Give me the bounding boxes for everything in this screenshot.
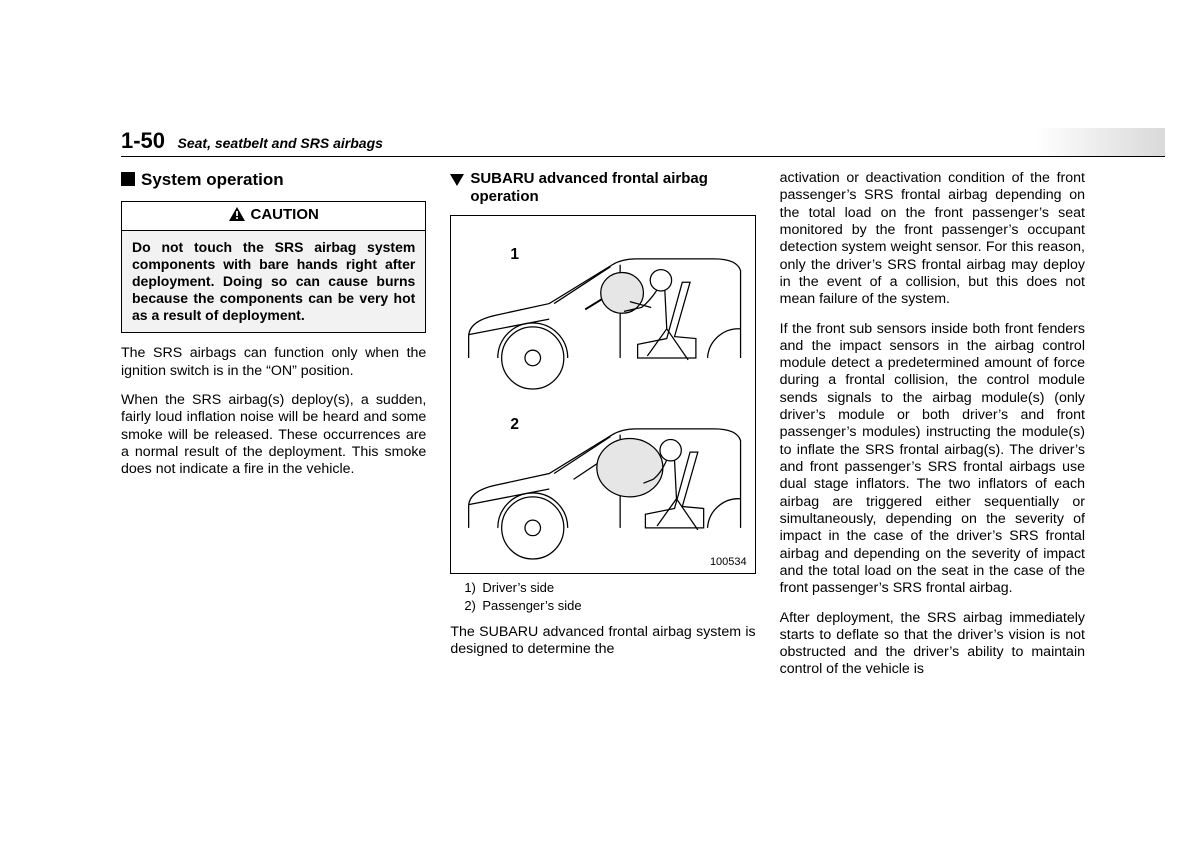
content-columns: System operation CAUTION Do not touch th… [121,170,1085,691]
square-bullet-icon [121,172,135,186]
page-header: 1-50 Seat, seatbelt and SRS airbags [121,128,1200,152]
paragraph: The SRS airbags can function only when t… [121,345,426,380]
system-operation-heading: System operation [121,170,426,191]
legend-text: Driver’s side [482,580,554,595]
header-rule [121,156,1165,157]
column-2: SUBARU advanced frontal airbag operation… [450,170,755,691]
caution-label: CAUTION [251,206,319,223]
airbag-figure: 1 [450,215,755,575]
triangle-bullet-icon [450,174,464,186]
page-number: 1-50 [121,128,165,154]
manual-page: 1-50 Seat, seatbelt and SRS airbags Syst… [0,0,1200,863]
legend-item: 1)Driver’s side [464,580,755,596]
column-1: System operation CAUTION Do not touch th… [121,170,426,691]
figure-legend: 1)Driver’s side 2)Passenger’s side [464,580,755,614]
paragraph: If the front sub sensors inside both fro… [780,321,1085,598]
section-title: Seat, seatbelt and SRS airbags [178,135,383,151]
legend-num: 2) [464,598,482,614]
legend-text: Passenger’s side [482,598,581,613]
paragraph: activation or deactivation condition of … [780,170,1085,309]
column-3: activation or deactivation condition of … [780,170,1085,691]
legend-num: 1) [464,580,482,596]
figure-label-2: 2 [511,415,520,432]
caution-header: CAUTION [121,201,426,231]
warning-triangle-icon [229,207,245,226]
legend-item: 2)Passenger’s side [464,598,755,614]
paragraph: The SUBARU advanced frontal airbag syste… [450,624,755,659]
heading-text: System operation [141,170,284,189]
subaru-airbag-subheading: SUBARU advanced frontal airbag operation [450,170,755,207]
paragraph: When the SRS airbag(s) deploy(s), a sudd… [121,392,426,479]
figure-id: 100534 [710,556,747,569]
caution-body: Do not touch the SRS airbag system compo… [121,231,426,333]
paragraph: After deployment, the SRS airbag immedia… [780,610,1085,679]
subheading-text: SUBARU advanced frontal airbag operation [470,170,755,207]
airbag-diagram-svg: 1 [457,222,748,572]
figure-label-1: 1 [511,245,520,262]
